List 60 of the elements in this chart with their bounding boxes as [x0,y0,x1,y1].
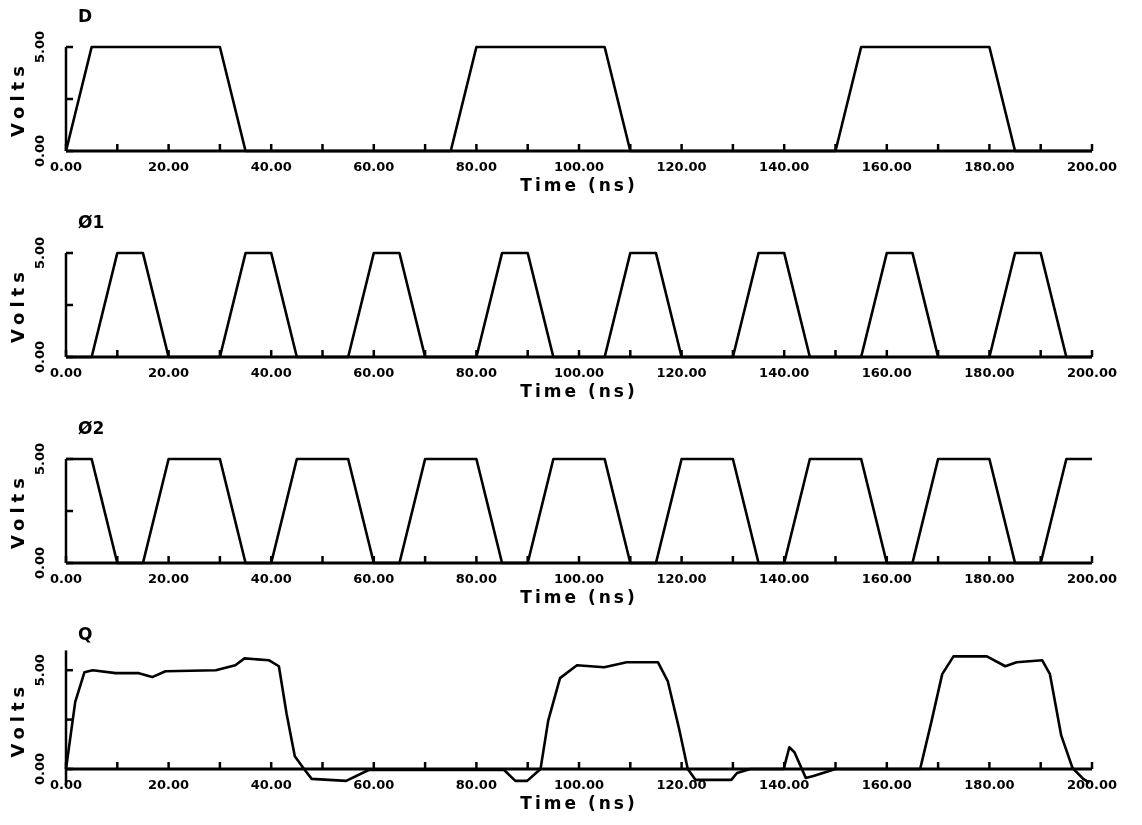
x-tick-label: 0.00 [49,365,83,380]
x-tick-label: 200.00 [1066,777,1118,792]
x-tick-label: 120.00 [656,365,707,380]
y-tick-label: 5.00 [32,30,47,64]
x-tick-label: 160.00 [861,571,912,586]
x-tick-label: 80.00 [455,571,497,586]
x-tick-label: 100.00 [553,777,605,792]
chart-title: Q [78,624,93,644]
x-tick-label: 20.00 [148,777,190,792]
x-tick-label: 20.00 [148,159,190,174]
x-tick-label: 80.00 [455,365,497,380]
x-tick-label: 40.00 [250,571,292,586]
x-tick-label: 120.00 [656,571,707,586]
x-tick-label: 180.00 [964,571,1015,586]
x-tick-label: 60.00 [353,777,395,792]
y-axis-title: Volts [7,681,28,758]
x-tick-label: 140.00 [759,777,810,792]
x-tick-label: 100.00 [553,571,605,586]
x-tick-label: 200.00 [1066,571,1118,586]
x-tick-label: 140.00 [759,571,810,586]
x-tick-label: 160.00 [861,365,912,380]
y-tick-label: 5.00 [32,442,47,476]
x-tick-label: 0.00 [49,159,83,174]
x-tick-label: 120.00 [656,777,707,792]
chart-title: Ø1 [78,212,105,232]
x-tick-label: 140.00 [759,159,810,174]
x-tick-label: 20.00 [148,571,190,586]
x-tick-label: 160.00 [861,777,912,792]
y-axis-title: Volts [7,473,28,549]
x-tick-label: 60.00 [353,365,395,380]
x-axis-title: Time (ns) [520,381,638,401]
x-tick-label: 180.00 [964,777,1015,792]
y-axis-title: Volts [7,267,28,343]
x-tick-label: 40.00 [250,777,292,792]
x-tick-label: 200.00 [1066,159,1118,174]
x-tick-label: 80.00 [455,159,497,174]
x-tick-label: 180.00 [964,159,1015,174]
x-tick-label: 0.00 [49,571,83,586]
y-tick-label: 5.00 [32,236,47,270]
x-tick-label: 40.00 [250,365,292,380]
x-tick-label: 20.00 [148,365,190,380]
x-tick-label: 60.00 [353,159,395,174]
chart-title: Ø2 [78,418,105,438]
x-tick-label: 140.00 [759,365,810,380]
x-tick-label: 80.00 [455,777,497,792]
x-tick-label: 160.00 [861,159,912,174]
x-axis-title: Time (ns) [520,175,638,195]
x-tick-label: 40.00 [250,159,292,174]
x-tick-label: 200.00 [1066,365,1118,380]
x-axis-title: Time (ns) [520,587,638,607]
chart-title: D [78,6,93,26]
y-tick-label: 5.00 [32,654,47,687]
x-tick-label: 180.00 [964,365,1015,380]
x-tick-label: 120.00 [656,159,707,174]
x-tick-label: 60.00 [353,571,395,586]
y-axis-title: Volts [7,61,28,137]
x-tick-label: 0.00 [49,777,83,792]
x-tick-label: 100.00 [553,159,605,174]
x-tick-label: 100.00 [553,365,605,380]
x-axis-title: Time (ns) [520,793,638,813]
